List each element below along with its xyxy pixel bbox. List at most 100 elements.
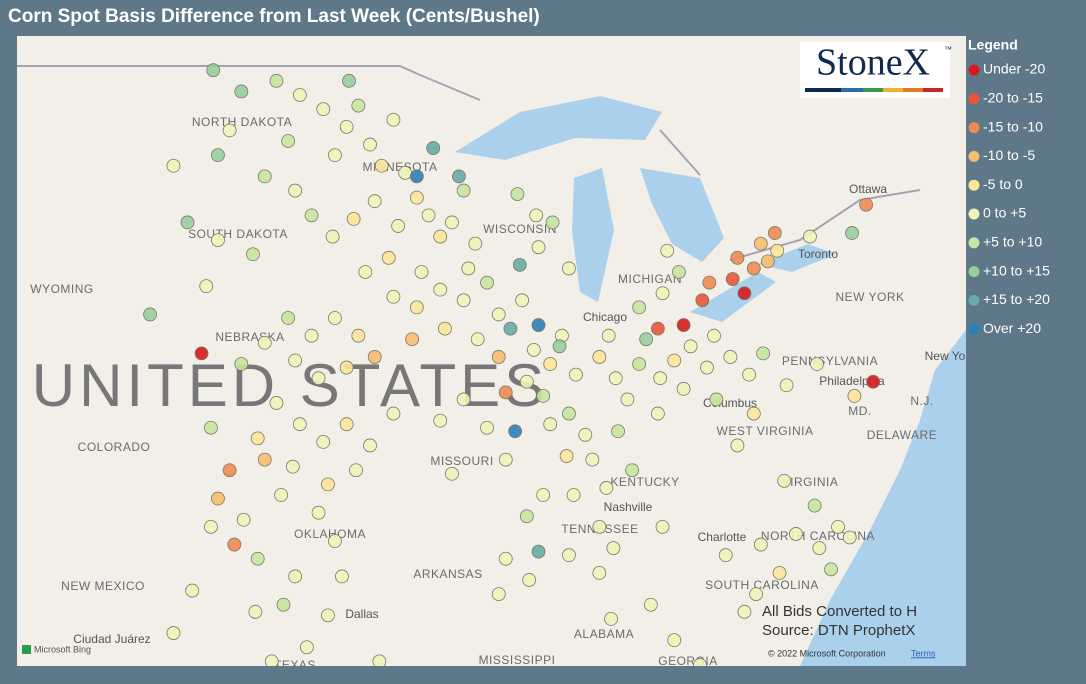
region-label: PENNSYLVANIA	[782, 354, 878, 368]
basis-point	[845, 226, 859, 240]
basis-point	[779, 378, 794, 393]
legend-swatch	[968, 150, 980, 162]
basis-point	[592, 565, 607, 580]
basis-point	[655, 519, 670, 534]
basis-point	[683, 339, 698, 354]
basis-point	[667, 633, 682, 648]
region-label: NORTH DAKOTA	[192, 115, 292, 129]
lake	[640, 168, 724, 262]
basis-point	[725, 272, 740, 286]
region-label: SOUTH DAKOTA	[188, 227, 288, 241]
basis-point	[824, 562, 838, 577]
basis-point	[676, 318, 691, 332]
region-label: WEST VIRGINIA	[717, 424, 814, 438]
basis-point	[803, 229, 817, 244]
basis-point	[510, 187, 525, 202]
basis-point	[335, 569, 349, 584]
basis-point	[625, 463, 640, 478]
region-label: MISSISSIPPI	[479, 653, 556, 667]
city-label: Toronto	[798, 247, 838, 261]
basis-point	[695, 293, 710, 308]
basis-point	[143, 307, 157, 322]
basis-point	[285, 459, 300, 474]
basis-point	[304, 328, 319, 343]
basis-point	[321, 608, 335, 623]
basis-point	[234, 84, 249, 99]
legend-title: Legend	[968, 37, 1018, 53]
basis-point	[746, 261, 761, 276]
basis-point	[409, 169, 424, 184]
basis-point	[643, 597, 658, 612]
basis-point	[760, 254, 775, 269]
legend-label: -15 to -10	[983, 118, 1043, 134]
terms-link[interactable]: Terms	[911, 648, 936, 658]
basis-point	[522, 573, 537, 587]
legend-label: -10 to -5	[983, 147, 1035, 163]
note: Source: DTN ProphetX	[762, 622, 915, 639]
basis-point	[281, 311, 296, 325]
basis-point	[667, 353, 682, 368]
basis-point	[358, 265, 373, 279]
basis-point	[211, 233, 225, 248]
basis-point	[693, 658, 707, 666]
basis-point	[288, 183, 303, 198]
city-label: Nashville	[604, 500, 653, 514]
basis-point	[531, 318, 546, 332]
basis-point	[264, 654, 279, 666]
region-label: ALABAMA	[574, 627, 634, 641]
basis-point	[592, 350, 607, 364]
city-label: New York	[925, 349, 977, 363]
basis-point	[391, 219, 406, 233]
basis-point	[470, 332, 485, 347]
region-label: UNITED STATES	[32, 352, 548, 419]
basis-point	[433, 413, 448, 428]
basis-point	[274, 488, 289, 502]
basis-point	[620, 392, 635, 407]
basis-point	[529, 208, 544, 223]
basis-point	[321, 477, 335, 492]
basis-point	[543, 357, 558, 371]
basis-point	[405, 332, 420, 347]
basis-point	[562, 406, 576, 421]
basis-point	[386, 406, 401, 421]
basis-point	[770, 243, 785, 258]
bing-icon	[22, 645, 31, 654]
basis-point	[185, 583, 200, 598]
basis-point	[367, 350, 382, 364]
basis-point	[606, 541, 621, 555]
basis-point	[592, 519, 607, 534]
basis-point	[468, 236, 483, 251]
basis-point	[650, 406, 665, 421]
basis-point	[536, 488, 551, 502]
basis-point	[269, 73, 284, 88]
basis-point	[700, 360, 714, 375]
basis-point	[409, 190, 424, 205]
legend-label: 0 to +5	[983, 205, 1026, 221]
region-label: MD.	[848, 404, 872, 418]
region-label: WYOMING	[30, 282, 94, 296]
basis-point	[339, 360, 354, 375]
basis-point	[351, 98, 366, 113]
legend-swatch	[968, 122, 980, 134]
basis-point	[866, 374, 881, 389]
basis-point	[737, 604, 752, 619]
basis-point	[519, 509, 534, 524]
basis-point	[753, 537, 768, 552]
basis-point	[737, 286, 752, 301]
basis-point	[639, 332, 654, 347]
city-label: Ciudad Juárez	[73, 632, 150, 646]
basis-point	[566, 488, 581, 502]
basis-point	[211, 491, 225, 506]
basis-point	[702, 275, 717, 290]
basis-point	[316, 434, 331, 449]
points	[143, 63, 881, 666]
lake	[690, 272, 776, 322]
basis-point	[445, 466, 459, 481]
legend-label: +10 to +15	[983, 262, 1050, 278]
basis-point	[269, 396, 284, 410]
basis-point	[812, 541, 827, 555]
legend-swatch	[968, 208, 980, 220]
